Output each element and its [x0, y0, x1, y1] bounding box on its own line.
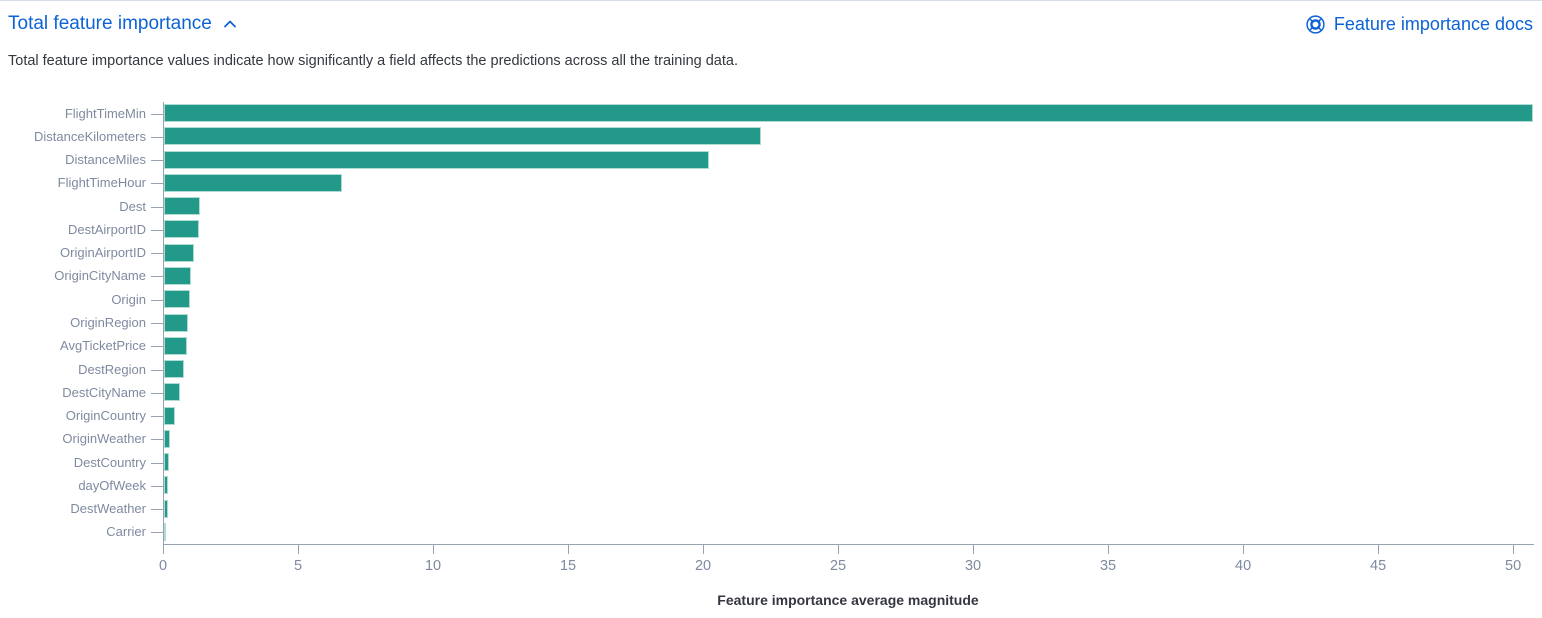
x-axis-tick-label: 5 — [293, 558, 303, 574]
y-axis-tick — [151, 299, 163, 301]
y-axis-label-OriginWeather: OriginWeather — [62, 431, 146, 447]
x-axis-tick — [298, 544, 299, 554]
bar-DestCityName — [164, 383, 181, 402]
bar-OriginWeather — [164, 429, 170, 448]
y-axis-label-Dest: Dest — [119, 198, 146, 214]
x-axis-tick — [838, 544, 840, 554]
bar-FlightTimeHour — [164, 173, 343, 192]
y-axis-tick — [151, 346, 163, 348]
bar-DestRegion — [164, 360, 185, 379]
y-axis-label-OriginAirportID: OriginAirportID — [60, 245, 146, 261]
bar-FlightTimeMin — [164, 104, 1533, 123]
feature-importance-docs-link[interactable]: Feature importance docs — [1305, 14, 1533, 35]
x-axis-tick-label: 40 — [1235, 558, 1252, 574]
bar-DestWeather — [164, 499, 168, 518]
x-axis-tick-label: 25 — [829, 558, 847, 574]
y-axis-label-DestRegion: DestRegion — [78, 361, 146, 377]
bar-Carrier — [164, 522, 166, 541]
y-axis-label-OriginRegion: OriginRegion — [70, 315, 146, 330]
y-axis-tick — [151, 160, 163, 162]
y-axis-tick — [151, 229, 163, 231]
panel-title: Total feature importance — [8, 13, 212, 34]
y-axis-label-DistanceMiles: DistanceMiles — [65, 152, 146, 168]
y-axis-tick — [151, 462, 163, 464]
y-axis-label-DestCountry: DestCountry — [73, 454, 146, 470]
bar-DestCountry — [164, 453, 170, 472]
x-axis-tick — [1378, 544, 1380, 554]
y-axis-label-DestWeather: DestWeather — [70, 501, 146, 517]
bar-OriginAirportID — [164, 243, 194, 262]
x-axis-tick-label: 50 — [1505, 558, 1522, 574]
bar-Origin — [164, 290, 190, 309]
bar-DistanceKilometers — [164, 127, 761, 146]
y-axis-label-Origin: Origin — [111, 291, 146, 307]
x-axis-tick-label: 15 — [559, 558, 577, 574]
bar-DestAirportID — [164, 220, 200, 239]
y-axis-tick — [151, 136, 163, 138]
y-axis-tick — [151, 439, 163, 441]
x-axis-tick-label: 45 — [1370, 558, 1387, 574]
y-axis-tick — [151, 509, 163, 511]
y-axis-tick — [151, 485, 163, 487]
x-axis-line — [163, 544, 1534, 545]
y-axis-label-FlightTimeHour: FlightTimeHour — [57, 175, 146, 191]
bar-DistanceMiles — [164, 150, 710, 169]
x-axis-tick-label: 10 — [424, 558, 442, 574]
x-axis-tick — [973, 544, 975, 554]
chevron-up-icon — [222, 16, 238, 32]
x-axis-tick — [163, 544, 164, 554]
x-axis-tick — [1513, 544, 1515, 554]
docs-link-label: Feature importance docs — [1333, 14, 1533, 34]
bar-OriginRegion — [164, 313, 189, 332]
x-axis-title: Feature importance average magnitude — [717, 592, 979, 608]
y-axis-tick — [151, 532, 163, 534]
x-axis-tick — [433, 544, 435, 554]
y-axis-line — [163, 102, 164, 544]
x-axis-tick-label: 35 — [1099, 558, 1117, 574]
y-axis-tick — [151, 253, 163, 255]
y-axis-label-DistanceKilometers: DistanceKilometers — [34, 128, 146, 144]
y-axis-label-DestAirportID: DestAirportID — [67, 221, 146, 237]
bar-OriginCountry — [164, 406, 176, 425]
bar-AvgTicketPrice — [164, 336, 187, 355]
y-axis-label-Carrier: Carrier — [106, 524, 146, 540]
y-axis-label-FlightTimeMin: FlightTimeMin — [64, 105, 146, 121]
y-axis-tick — [151, 392, 163, 394]
bar-dayOfWeek — [164, 476, 169, 495]
panel-description: Total feature importance values indicate… — [8, 53, 738, 69]
y-axis-tick — [151, 183, 163, 185]
y-axis-label-DestCityName: DestCityName — [62, 384, 146, 400]
bar-OriginCityName — [164, 266, 191, 285]
y-axis-tick — [151, 206, 163, 208]
x-axis-tick — [1108, 544, 1110, 554]
y-axis-tick — [151, 369, 163, 371]
x-axis-tick — [1243, 544, 1245, 554]
x-axis-tick-label: 0 — [158, 558, 168, 574]
y-axis-tick — [151, 113, 163, 115]
bar-Dest — [164, 197, 201, 216]
x-axis-tick-label: 20 — [694, 558, 712, 574]
x-axis-tick — [568, 544, 570, 554]
x-axis-tick — [703, 544, 705, 554]
y-axis-label-AvgTicketPrice: AvgTicketPrice — [60, 338, 146, 354]
y-axis-tick — [151, 276, 163, 278]
total-feature-importance-accordion-toggle[interactable]: Total feature importance — [8, 13, 238, 35]
y-axis-tick — [151, 323, 163, 324]
y-axis-label-OriginCityName: OriginCityName — [54, 268, 146, 284]
y-axis-tick — [151, 416, 163, 418]
y-axis-label-dayOfWeek: dayOfWeek — [78, 477, 146, 493]
documentation-icon — [1305, 14, 1326, 35]
x-axis-tick-label: 30 — [964, 558, 982, 574]
y-axis-label-OriginCountry: OriginCountry — [65, 408, 146, 424]
